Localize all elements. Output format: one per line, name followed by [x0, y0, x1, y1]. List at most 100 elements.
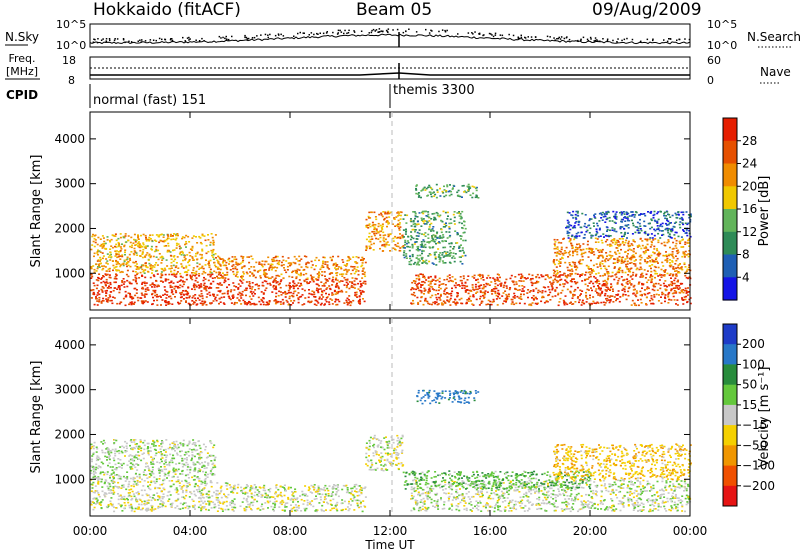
- range-cell: [675, 267, 678, 269]
- range-cell: [279, 301, 282, 303]
- range-cell: [567, 256, 570, 258]
- range-cell: [681, 298, 684, 301]
- noise-dot: [96, 41, 99, 44]
- range-cell: [109, 286, 112, 289]
- range-cell: [177, 497, 180, 500]
- range-cell: [151, 282, 154, 284]
- range-cell: [142, 288, 144, 290]
- range-cell: [398, 227, 401, 230]
- noise-dot: [560, 36, 563, 38]
- range-cell: [297, 292, 300, 294]
- range-cell: [518, 280, 521, 282]
- range-cell: [277, 283, 280, 286]
- noise-dot: [444, 29, 446, 32]
- range-cell: [660, 302, 663, 304]
- noise-dot: [688, 38, 691, 41]
- range-cell: [651, 258, 654, 261]
- range-cell: [188, 296, 191, 299]
- noise-dot: [308, 34, 310, 36]
- range-cell: [277, 300, 280, 303]
- range-cell: [683, 289, 686, 292]
- range-cell: [436, 231, 439, 234]
- range-cell: [189, 248, 192, 250]
- range-cell: [502, 302, 505, 305]
- range-cell: [599, 235, 602, 237]
- range-cell: [166, 265, 169, 267]
- range-cell: [410, 288, 413, 291]
- range-cell: [405, 222, 408, 224]
- range-cell: [644, 293, 647, 296]
- range-cell: [626, 263, 629, 265]
- range-cell: [337, 286, 340, 289]
- range-cell: [635, 290, 638, 292]
- range-cell: [185, 480, 188, 483]
- range-cell: [181, 280, 184, 282]
- noise-dot: [189, 38, 191, 40]
- range-cell: [131, 507, 134, 510]
- range-cell: [594, 234, 597, 237]
- range-cell: [588, 224, 591, 227]
- range-cell: [248, 256, 251, 258]
- range-cell: [577, 231, 580, 234]
- range-cell: [370, 235, 373, 238]
- range-cell: [167, 245, 170, 247]
- range-cell: [139, 508, 142, 511]
- range-cell: [410, 293, 413, 296]
- range-cell: [626, 260, 629, 263]
- range-cell: [285, 299, 288, 302]
- range-cell: [128, 504, 131, 507]
- range-cell: [402, 229, 405, 231]
- range-cell: [237, 293, 240, 296]
- range-cell: [168, 282, 171, 284]
- noise-dot: [201, 37, 203, 40]
- range-cell: [242, 279, 245, 281]
- range-cell: [427, 194, 429, 197]
- range-cell: [125, 295, 128, 298]
- range-cell: [158, 487, 161, 490]
- range-cell: [206, 293, 209, 295]
- range-cell: [351, 277, 354, 279]
- range-cell: [172, 238, 175, 240]
- noise-dot: [340, 31, 343, 33]
- range-cell: [640, 268, 643, 270]
- range-cell: [404, 239, 407, 242]
- range-cell: [90, 267, 93, 270]
- range-cell: [639, 290, 642, 293]
- range-cell: [272, 257, 275, 259]
- range-cell: [688, 264, 691, 266]
- range-cell: [135, 282, 138, 285]
- range-cell: [93, 497, 96, 499]
- range-cell: [393, 248, 396, 250]
- range-cell: [136, 254, 139, 256]
- range-cell: [489, 300, 492, 303]
- range-cell: [646, 288, 648, 290]
- range-cell: [234, 275, 237, 277]
- range-cell: [198, 294, 201, 297]
- range-cell: [598, 228, 601, 231]
- range-cell: [175, 242, 178, 245]
- range-cell: [242, 256, 245, 258]
- range-cell: [133, 253, 136, 256]
- range-cell: [650, 274, 652, 276]
- range-cell: [201, 250, 204, 252]
- range-cell: [435, 211, 438, 214]
- range-cell: [682, 291, 685, 294]
- range-cell: [603, 212, 606, 215]
- range-cell: [98, 503, 101, 506]
- range-cell: [160, 233, 163, 236]
- range-cell: [458, 215, 461, 217]
- noise-dot: [297, 32, 299, 35]
- range-cell: [205, 259, 207, 261]
- noise-dot: [554, 39, 556, 41]
- range-cell: [282, 292, 285, 294]
- range-cell: [435, 264, 438, 266]
- range-cell: [181, 507, 184, 510]
- range-cell: [385, 243, 388, 246]
- range-cell: [620, 283, 623, 285]
- range-cell: [220, 496, 223, 499]
- range-cell: [626, 237, 628, 239]
- range-cell: [612, 290, 614, 292]
- noise-dot: [396, 28, 399, 31]
- range-cell: [668, 228, 671, 230]
- range-cell: [484, 285, 487, 288]
